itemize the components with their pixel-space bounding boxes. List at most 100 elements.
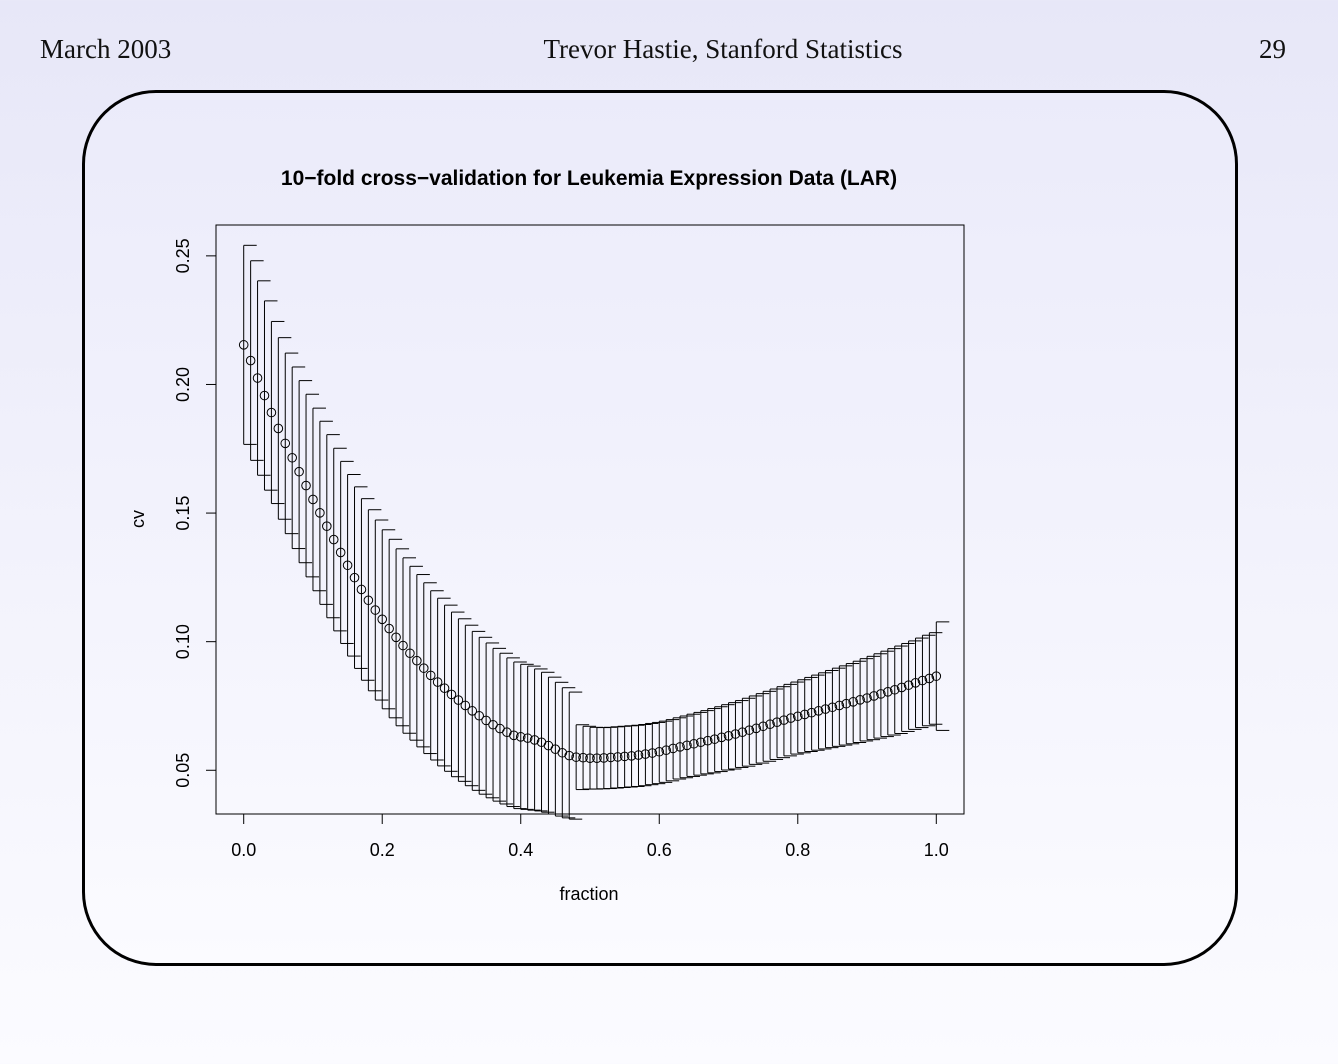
cv-point [779, 715, 789, 725]
cv-point [709, 734, 720, 744]
cv-point [626, 751, 637, 761]
chart-title: 10−fold cross−validation for Leukemia Ex… [281, 167, 897, 190]
x-tick-label: 1.0 [924, 840, 949, 860]
cv-point [328, 534, 339, 545]
cv-point [758, 721, 768, 732]
cv-point [647, 748, 658, 758]
cv-point [640, 749, 651, 759]
cv-point [384, 623, 394, 634]
y-tick-label: 0.10 [173, 624, 193, 659]
cv-point [266, 407, 277, 418]
cv-point [862, 693, 872, 703]
cv-point [322, 521, 332, 531]
cv-point [772, 717, 782, 727]
error-bars [243, 244, 950, 820]
cv-point [876, 689, 886, 699]
cv-point [869, 691, 879, 701]
cv-point [751, 723, 762, 734]
cv-point [474, 710, 484, 721]
cv-point [813, 706, 824, 716]
cv-point [592, 753, 602, 763]
cv-point [675, 742, 685, 752]
cv-point [578, 752, 588, 763]
cv-point [252, 373, 263, 383]
cv-point [557, 747, 568, 758]
cv-point [522, 733, 533, 743]
cv-point [425, 670, 436, 681]
cv-point [723, 731, 734, 741]
cv-point [612, 752, 623, 762]
y-tick-label: 0.20 [173, 367, 193, 402]
cv-point [668, 743, 678, 754]
cv-point [910, 678, 921, 688]
cv-point [446, 689, 457, 700]
cv-point [605, 752, 616, 763]
cv-point [391, 632, 401, 643]
x-tick-label: 0.0 [231, 840, 256, 860]
cv-point [398, 640, 408, 651]
cv-point [786, 713, 796, 723]
cv-point [765, 719, 775, 730]
cv-point [792, 711, 803, 722]
cv-point [917, 675, 928, 686]
cv-point [315, 508, 325, 518]
cv-point [744, 725, 755, 735]
cv-point [238, 340, 249, 350]
cv-points [238, 340, 942, 763]
plot-box [215, 224, 965, 815]
cv-point [571, 752, 581, 762]
cv-point [280, 438, 291, 449]
header-page-number: 29 [1259, 34, 1286, 64]
cv-point [363, 595, 374, 606]
y-axis: 0.05 0.10 0.15 0.20 0.25 [173, 238, 217, 788]
cv-point [467, 706, 478, 716]
cv-point [515, 732, 526, 742]
cv-point [405, 648, 415, 659]
x-tick-label: 0.2 [370, 840, 395, 860]
cv-point [418, 663, 429, 673]
cv-point [661, 745, 671, 756]
cv-point [924, 673, 935, 684]
y-tick-label: 0.05 [173, 753, 193, 788]
cv-point [689, 738, 699, 749]
header-date: March 2003 [40, 34, 172, 64]
cv-point [460, 700, 471, 711]
cv-point [439, 683, 450, 694]
cv-point [529, 735, 540, 745]
cv-point [619, 751, 630, 762]
cv-point [245, 355, 256, 366]
cv-point [412, 655, 422, 666]
cv-point [730, 729, 741, 739]
cv-point [931, 671, 942, 681]
cv-point [294, 466, 304, 477]
x-tick-label: 0.8 [785, 840, 810, 860]
cv-point [848, 697, 858, 707]
cv-point [585, 753, 595, 763]
cv-point [883, 687, 893, 697]
cv-point [481, 715, 491, 726]
cv-point [335, 547, 346, 558]
cv-point [827, 702, 838, 713]
cv-point [564, 750, 575, 761]
cv-point [654, 746, 665, 757]
y-axis-label: cv [128, 510, 148, 528]
x-tick-label: 0.6 [647, 840, 672, 860]
cv-point [287, 452, 297, 463]
cv-point [633, 750, 644, 760]
y-tick-label: 0.25 [173, 238, 193, 273]
cv-point [834, 700, 845, 711]
cv-point [432, 677, 443, 687]
x-axis-label: fraction [559, 884, 618, 904]
slide-frame [82, 90, 1238, 966]
cv-point [370, 605, 381, 615]
cv-point [855, 695, 865, 705]
cv-point [308, 494, 318, 505]
cv-point [702, 735, 713, 746]
cv-point [377, 614, 388, 625]
cv-point [682, 740, 692, 751]
cv-point [737, 727, 748, 738]
cv-point [799, 709, 810, 720]
cv-point [806, 707, 817, 718]
cv-point [453, 695, 464, 705]
